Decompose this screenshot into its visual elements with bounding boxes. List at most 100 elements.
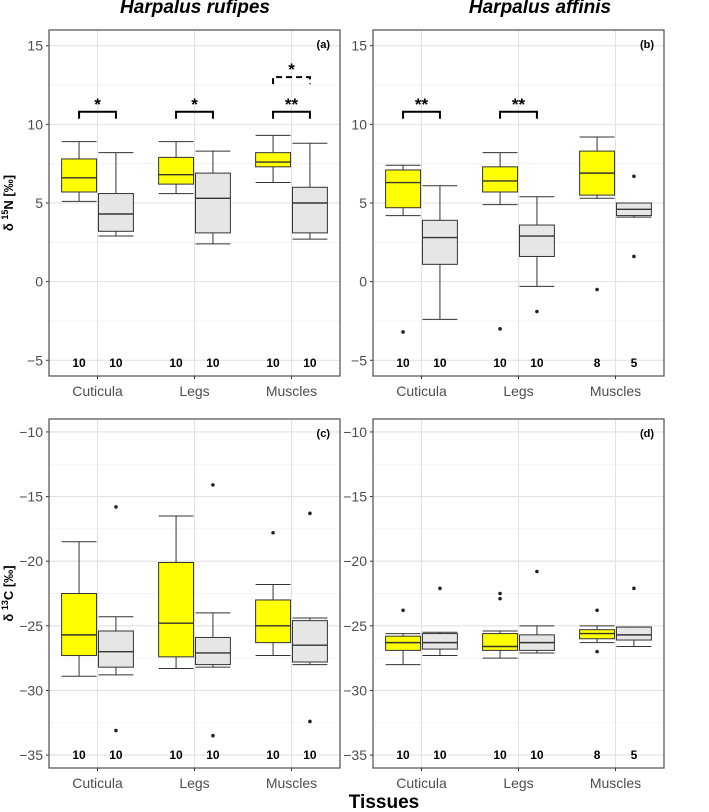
x-tick-label-cuticula: Cuticula	[72, 775, 123, 791]
outlier-point	[438, 586, 442, 591]
y-tick-label: −15	[19, 489, 43, 505]
sample-size-label: 10	[530, 356, 544, 370]
panel-c-d13c-rufipes: −35 −30 −25 −20 −15 −10 Cuticula Legs Muscles 10 1…	[0, 418, 341, 791]
x-axis-title: Tissues	[349, 792, 419, 812]
sample-size-label: 10	[493, 356, 507, 370]
box-muscles-group1	[579, 136, 616, 292]
interquartile-box	[291, 620, 328, 663]
significance-bracket	[402, 110, 441, 119]
box-muscles-group1	[579, 608, 616, 654]
y-tick-label: 0	[35, 274, 43, 290]
y-tick-label: −10	[19, 424, 43, 440]
y-axis-title: δ 15N [‰]	[0, 175, 16, 231]
box-muscles-group2	[291, 511, 328, 724]
interquartile-box	[61, 593, 98, 657]
sample-size-label: 10	[493, 748, 507, 762]
x-tick-label-cuticula: Cuticula	[396, 383, 447, 399]
box-cuticula-group2	[421, 586, 458, 657]
outlier-point	[595, 287, 599, 292]
y-tick-label: 0	[359, 274, 367, 290]
sample-size-label: 10	[109, 748, 123, 762]
x-tick-label-legs: Legs	[179, 775, 209, 791]
significance-stars: *	[288, 60, 295, 79]
outlier-point	[632, 174, 636, 179]
title-harpalus-affinis: Harpalus affinis	[469, 0, 611, 18]
y-tick-label: −30	[19, 682, 43, 698]
sample-size-label: 8	[594, 748, 601, 762]
sample-size-label: 10	[206, 748, 220, 762]
y-tick-label: −30	[343, 682, 367, 698]
outlier-point	[632, 586, 636, 591]
interquartile-box	[255, 599, 292, 644]
box-legs-group2	[194, 483, 231, 738]
y-tick-label: −5	[351, 352, 367, 368]
y-tick-label: 5	[35, 195, 43, 211]
panel-border	[372, 29, 665, 377]
panel-label: (b)	[640, 39, 654, 51]
x-tick-label-cuticula: Cuticula	[396, 775, 447, 791]
outlier-point	[401, 330, 405, 334]
interquartile-box	[421, 219, 458, 265]
interquartile-box	[158, 561, 195, 658]
interquartile-box	[518, 224, 555, 257]
panel-b-d15n-affinis: −5 0 5 10 15 Cuticula Legs Muscles 10 10 8 10 10 5 ** *…	[351, 29, 665, 399]
box-cuticula-group1	[61, 541, 98, 677]
x-tick-label-legs: Legs	[503, 775, 533, 791]
significance-stars: *	[191, 95, 198, 114]
panel-label: (c)	[317, 428, 331, 440]
significance-bracket	[78, 110, 117, 119]
significance-stars: **	[512, 95, 526, 114]
box-muscles-group2	[291, 142, 328, 240]
outlier-point	[211, 483, 215, 487]
y-tick-label: 15	[27, 38, 43, 54]
y-tick-label: 10	[27, 116, 43, 132]
sample-size-label: 10	[169, 748, 183, 762]
outlier-point	[271, 530, 275, 535]
box-cuticula-group2	[97, 505, 134, 733]
significance-stars: **	[285, 95, 299, 114]
box-muscles-group2	[615, 586, 652, 647]
outlier-point	[595, 649, 599, 654]
y-tick-label: −20	[19, 553, 43, 569]
box-legs-group1	[158, 141, 195, 195]
significance-bracket	[272, 76, 311, 85]
sample-size-label: 10	[206, 356, 220, 370]
sample-size-label: 10	[109, 356, 123, 370]
sample-size-label: 10	[169, 356, 183, 370]
outlier-point	[401, 608, 405, 613]
box-cuticula-group2	[421, 185, 458, 320]
outlier-point	[498, 591, 502, 596]
box-legs-group2	[194, 150, 231, 245]
box-muscles-group2	[615, 174, 652, 259]
interquartile-box	[291, 186, 328, 234]
interquartile-box	[255, 152, 292, 168]
sample-size-label: 5	[631, 356, 638, 370]
x-tick-label-muscles: Muscles	[266, 383, 317, 399]
box-legs-group1	[482, 591, 519, 659]
interquartile-box	[194, 172, 231, 234]
box-muscles-group1	[255, 134, 292, 184]
box-cuticula-group1	[385, 164, 422, 334]
sample-size-label: 10	[266, 356, 280, 370]
panel-border	[372, 418, 665, 769]
y-tick-label: −10	[343, 424, 367, 440]
significance-stars: *	[94, 95, 101, 114]
interquartile-box	[482, 633, 519, 651]
panel-border	[48, 29, 341, 377]
panel-border	[48, 418, 341, 769]
x-tick-label-muscles: Muscles	[266, 775, 317, 791]
interquartile-box	[194, 636, 231, 666]
sample-size-label: 10	[433, 748, 447, 762]
panel-a-d15n-rufipes: −5 0 5 10 15 Cuticula Legs Muscles 10 10 10 10 10 10 *…	[0, 29, 341, 399]
box-legs-group1	[482, 152, 519, 331]
significance-bracket	[272, 110, 311, 119]
significance-bracket	[499, 110, 538, 119]
box-cuticula-group2	[97, 152, 134, 237]
sample-size-label: 10	[72, 748, 86, 762]
x-tick-label-muscles: Muscles	[590, 383, 641, 399]
title-harpalus-rufipes: Harpalus rufipes	[120, 0, 270, 18]
y-tick-label: −5	[27, 352, 43, 368]
outlier-point	[114, 505, 118, 509]
sample-size-label: 10	[303, 356, 317, 370]
